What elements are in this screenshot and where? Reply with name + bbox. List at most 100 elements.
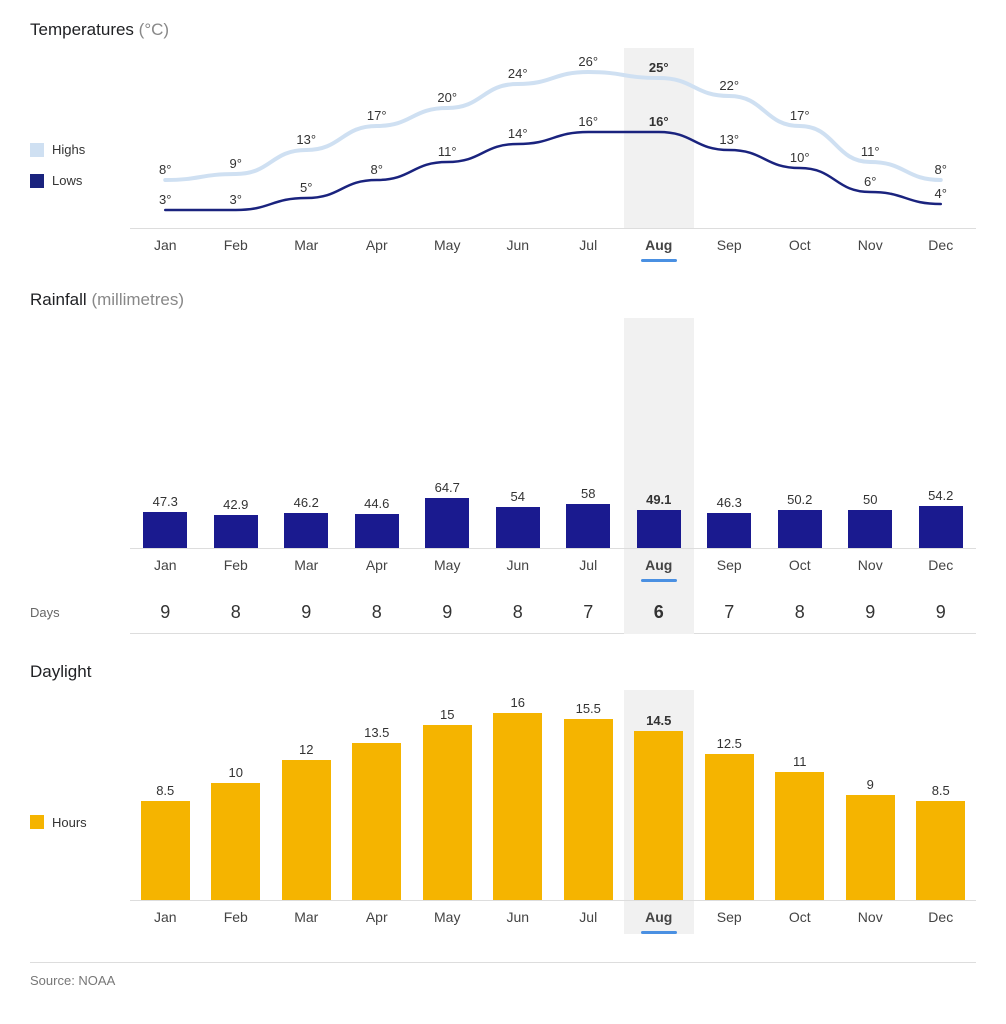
rainfall-days-value: 9: [835, 592, 906, 633]
temperatures-month-feb[interactable]: Feb: [201, 229, 272, 262]
temperatures-lows-value: 14°: [483, 126, 554, 141]
month-label: Jul: [553, 901, 624, 931]
rainfall-month-jun[interactable]: Jun: [483, 549, 554, 582]
rainfall-value-label: 64.7: [435, 480, 460, 495]
rainfall-days-value: 7: [553, 592, 624, 633]
rainfall-days-value: 8: [765, 592, 836, 633]
daylight-month-dec[interactable]: Dec: [906, 901, 977, 934]
rainfall-days-value: 8: [201, 592, 272, 633]
rainfall-month-oct[interactable]: Oct: [765, 549, 836, 582]
daylight-col-may: 15: [412, 707, 483, 900]
month-label: Jan: [130, 229, 201, 259]
temperatures-month-dec[interactable]: Dec: [906, 229, 977, 262]
month-label: Dec: [906, 229, 977, 259]
temperatures-month-jan[interactable]: Jan: [130, 229, 201, 262]
daylight-month-mar[interactable]: Mar: [271, 901, 342, 934]
rainfall-col-jul: 58: [553, 486, 624, 548]
rainfall-unit: (millimetres): [91, 290, 184, 309]
daylight-bar: [352, 743, 401, 901]
rainfall-month-jan[interactable]: Jan: [130, 549, 201, 582]
rainfall-month-apr[interactable]: Apr: [342, 549, 413, 582]
rainfall-section: Rainfall (millimetres) 47.342.946.244.66…: [30, 290, 976, 634]
daylight-month-feb[interactable]: Feb: [201, 901, 272, 934]
daylight-month-nov[interactable]: Nov: [835, 901, 906, 934]
rainfall-month-aug[interactable]: Aug: [624, 549, 695, 582]
rainfall-col-oct: 50.2: [765, 492, 836, 548]
rainfall-value-label: 46.3: [717, 495, 742, 510]
rainfall-days-value: 9: [412, 592, 483, 633]
rainfall-month-mar[interactable]: Mar: [271, 549, 342, 582]
daylight-bar: [705, 754, 754, 900]
daylight-value-label: 8.5: [156, 783, 174, 798]
rainfall-month-may[interactable]: May: [412, 549, 483, 582]
daylight-value-label: 8.5: [932, 783, 950, 798]
temperatures-highs-value: 26°: [553, 54, 624, 69]
temperatures-month-jun[interactable]: Jun: [483, 229, 554, 262]
daylight-col-mar: 12: [271, 742, 342, 900]
daylight-month-aug[interactable]: Aug: [624, 901, 695, 934]
month-label: May: [412, 901, 483, 931]
month-label: Aug: [624, 229, 695, 259]
temperatures-highs-value: 20°: [412, 90, 483, 105]
rainfall-bar: [778, 510, 822, 548]
temperatures-month-apr[interactable]: Apr: [342, 229, 413, 262]
temperatures-title: Temperatures (°C): [30, 20, 976, 40]
rainfall-month-sep[interactable]: Sep: [694, 549, 765, 582]
daylight-month-jul[interactable]: Jul: [553, 901, 624, 934]
daylight-col-sep: 12.5: [694, 736, 765, 900]
month-label: Sep: [694, 549, 765, 579]
rainfall-bar: [425, 498, 469, 548]
daylight-col-jun: 16: [483, 695, 554, 900]
temperatures-month-may[interactable]: May: [412, 229, 483, 262]
daylight-value-label: 12: [299, 742, 313, 757]
rainfall-bar: [355, 514, 399, 548]
month-label: Dec: [906, 549, 977, 579]
temperatures-lows-value: 16°: [624, 114, 695, 129]
temperatures-month-sep[interactable]: Sep: [694, 229, 765, 262]
month-label: Oct: [765, 901, 836, 931]
daylight-month-apr[interactable]: Apr: [342, 901, 413, 934]
temperatures-lows-value: 8°: [342, 162, 413, 177]
month-label: Mar: [271, 229, 342, 259]
temperatures-month-nov[interactable]: Nov: [835, 229, 906, 262]
rainfall-col-aug: 49.1: [624, 492, 695, 548]
month-label: Apr: [342, 229, 413, 259]
daylight-plot: 8.5101213.5151615.514.512.51198.5: [130, 690, 976, 900]
temperatures-month-mar[interactable]: Mar: [271, 229, 342, 262]
daylight-month-jun[interactable]: Jun: [483, 901, 554, 934]
temperatures-month-jul[interactable]: Jul: [553, 229, 624, 262]
daylight-month-sep[interactable]: Sep: [694, 901, 765, 934]
rainfall-month-jul[interactable]: Jul: [553, 549, 624, 582]
rainfall-value-label: 49.1: [646, 492, 671, 507]
rainfall-month-feb[interactable]: Feb: [201, 549, 272, 582]
rainfall-bar: [637, 510, 681, 548]
legend-swatch-hours: [30, 815, 44, 829]
daylight-value-label: 10: [229, 765, 243, 780]
rainfall-bar: [143, 512, 187, 548]
temperatures-plot: 8°3°9°3°13°5°17°8°20°11°24°14°26°16°25°1…: [130, 48, 976, 228]
daylight-month-may[interactable]: May: [412, 901, 483, 934]
rainfall-value-label: 54.2: [928, 488, 953, 503]
month-label: Jan: [130, 901, 201, 931]
rainfall-month-nov[interactable]: Nov: [835, 549, 906, 582]
month-label: Feb: [201, 549, 272, 579]
daylight-month-row: JanFebMarAprMayJunJulAugSepOctNovDec: [130, 900, 976, 934]
temperatures-highs-value: 22°: [694, 78, 765, 93]
temperatures-highs-value: 24°: [483, 66, 554, 81]
month-label: Sep: [694, 229, 765, 259]
daylight-bar: [846, 795, 895, 900]
temperatures-lows-value: 16°: [553, 114, 624, 129]
rainfall-days-row: Days 989898767899: [130, 582, 976, 633]
month-label: Jun: [483, 901, 554, 931]
temperatures-lows-value: 11°: [412, 144, 483, 159]
daylight-col-apr: 13.5: [342, 725, 413, 901]
rainfall-bar: [496, 507, 540, 548]
rainfall-col-sep: 46.3: [694, 495, 765, 548]
temperatures-month-oct[interactable]: Oct: [765, 229, 836, 262]
temperatures-month-aug[interactable]: Aug: [624, 229, 695, 262]
rainfall-month-dec[interactable]: Dec: [906, 549, 977, 582]
rainfall-bar: [848, 510, 892, 548]
rainfall-days-label: Days: [30, 605, 78, 620]
daylight-month-jan[interactable]: Jan: [130, 901, 201, 934]
daylight-month-oct[interactable]: Oct: [765, 901, 836, 934]
